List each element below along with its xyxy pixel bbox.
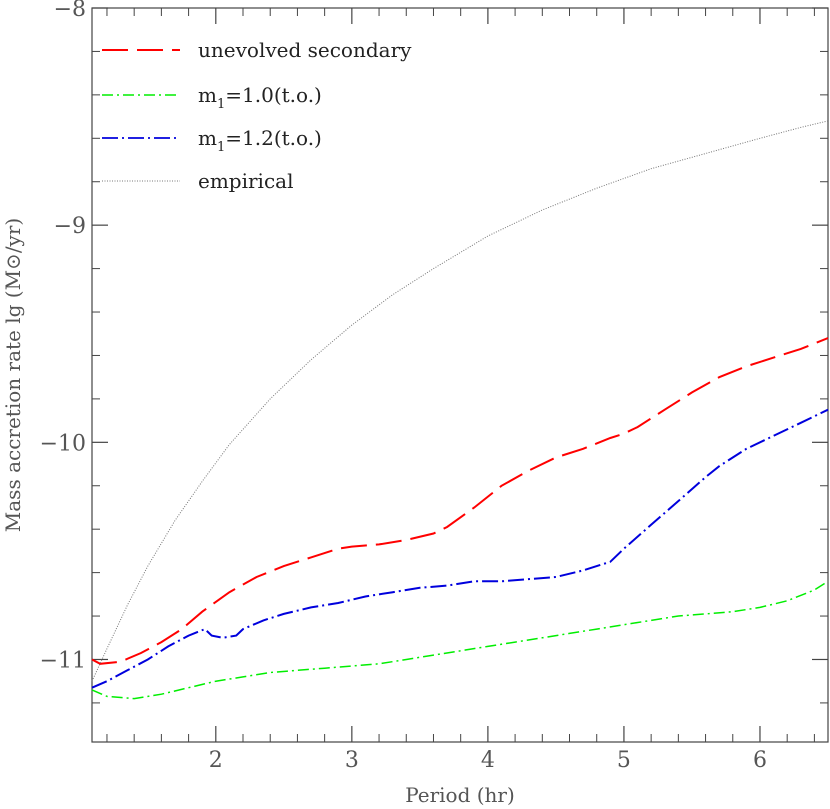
axis-ticks bbox=[92, 7, 828, 742]
legend-m12-sub: 1 bbox=[217, 140, 225, 155]
x-tick-label: 2 bbox=[209, 748, 223, 773]
legend: unevolved secondary m1=1.0(t.o.) m1=1.2(… bbox=[102, 38, 412, 193]
legend-label-m1-1.0: m1=1.0(t.o.) bbox=[198, 83, 322, 112]
y-tick-label: −11 bbox=[40, 648, 86, 673]
x-tick-label: 6 bbox=[753, 748, 767, 773]
y-axis-label: Mass accretion rate lg (M⊙/yr) bbox=[1, 218, 25, 532]
series-line-3 bbox=[91, 120, 829, 682]
series-line-2 bbox=[91, 408, 829, 689]
legend-m12-rest: =1.2(t.o.) bbox=[225, 126, 322, 150]
series-lines bbox=[91, 120, 829, 700]
legend-label-unevolved: unevolved secondary bbox=[198, 38, 412, 62]
x-tick-label: 5 bbox=[617, 748, 631, 773]
legend-label-m1-1.2: m1=1.2(t.o.) bbox=[198, 126, 322, 155]
y-tick-label: −8 bbox=[54, 0, 86, 22]
series-line-1 bbox=[91, 580, 829, 700]
x-tick-label: 4 bbox=[481, 748, 495, 773]
series-line-0 bbox=[91, 337, 829, 665]
legend-m12-base: m bbox=[198, 126, 217, 150]
tick-labels: 2 3 4 5 6 −8 −9 −10 −11 bbox=[40, 0, 767, 773]
plot-frame bbox=[91, 7, 829, 743]
x-axis-label: Period (hr) bbox=[405, 783, 515, 807]
legend-m10-sub: 1 bbox=[217, 97, 225, 112]
y-tick-label: −10 bbox=[40, 431, 86, 456]
x-tick-label: 3 bbox=[345, 748, 359, 773]
legend-label-empirical: empirical bbox=[198, 169, 293, 193]
y-tick-label: −9 bbox=[54, 214, 86, 239]
legend-m10-rest: =1.0(t.o.) bbox=[225, 83, 322, 107]
legend-m10-base: m bbox=[198, 83, 217, 107]
